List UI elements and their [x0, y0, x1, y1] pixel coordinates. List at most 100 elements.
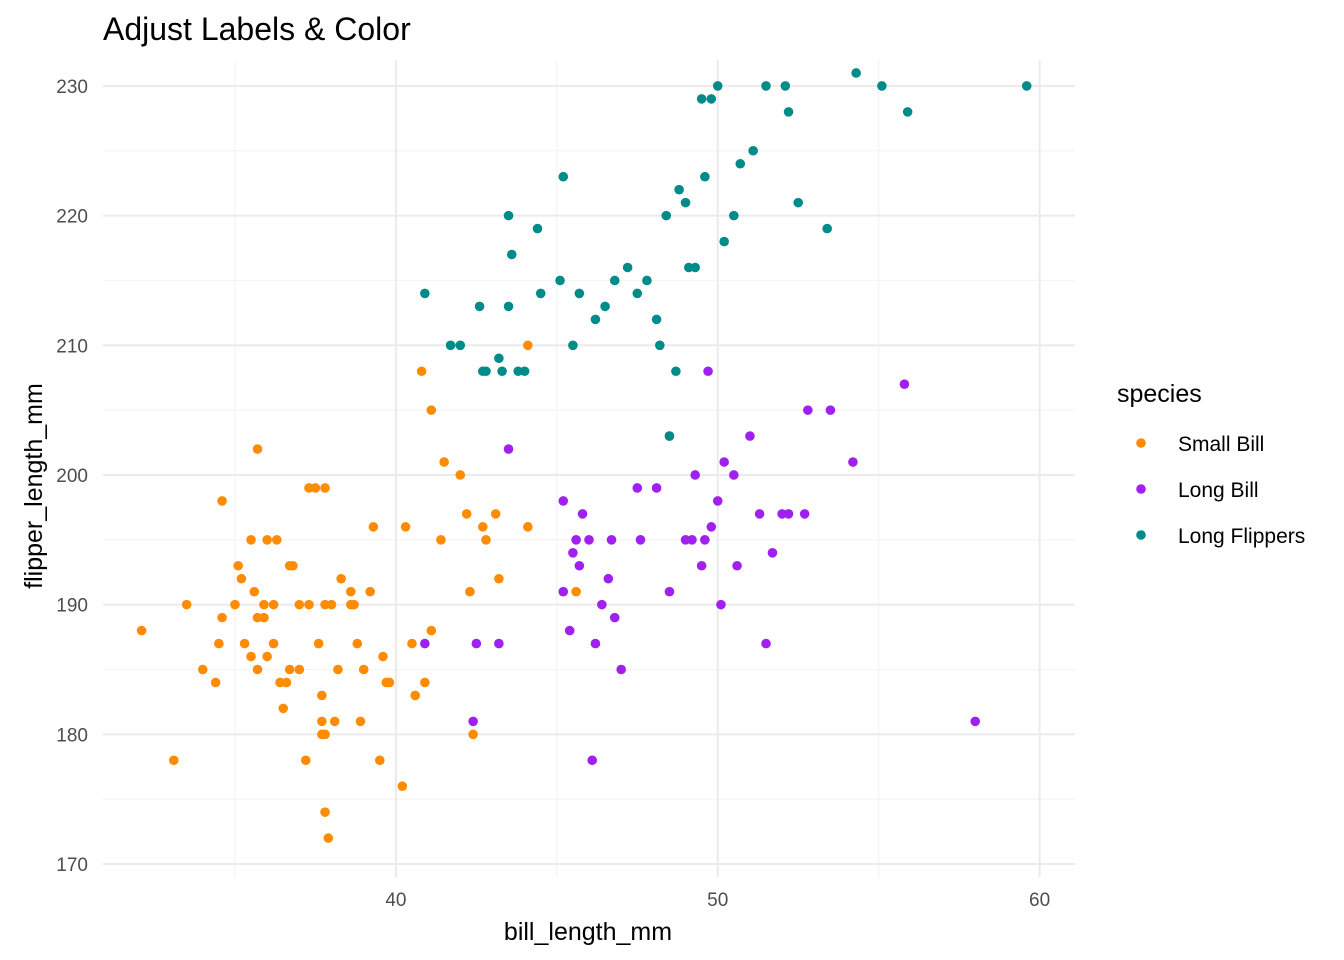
- data-point: [461, 509, 472, 519]
- data-point: [603, 573, 614, 584]
- data-point: [780, 81, 791, 91]
- data-point: [246, 651, 256, 662]
- data-point: [410, 690, 420, 701]
- data-point: [642, 275, 652, 286]
- data-point: [374, 755, 385, 766]
- data-point: [481, 366, 491, 377]
- y-tick-label: 220: [56, 207, 88, 228]
- y-tick-label: 180: [56, 725, 88, 746]
- data-point: [336, 573, 346, 584]
- data-point: [503, 444, 514, 454]
- data-point: [136, 625, 147, 636]
- data-point: [445, 340, 456, 351]
- data-point: [304, 599, 314, 610]
- legend: species Small Bill Long Bill Long Flippers: [1117, 380, 1305, 548]
- legend-label: Small Bill: [1178, 433, 1264, 456]
- data-point: [246, 535, 256, 545]
- data-point: [568, 547, 578, 558]
- y-axis-ticks: 170 180 190 200 210 220 230: [56, 77, 88, 876]
- data-point: [317, 716, 327, 727]
- data-point: [268, 638, 279, 649]
- data-point: [420, 677, 430, 688]
- data-point: [420, 288, 430, 299]
- data-point: [754, 509, 765, 519]
- data-point: [288, 560, 298, 571]
- data-point: [477, 522, 488, 532]
- data-point: [590, 314, 601, 325]
- data-point: [664, 586, 675, 597]
- data-point: [732, 560, 742, 571]
- data-point: [252, 444, 263, 454]
- legend-label: Long Flippers: [1178, 525, 1305, 548]
- data-point: [609, 612, 620, 623]
- data-point: [571, 586, 581, 597]
- data-point: [272, 535, 282, 545]
- data-point: [217, 496, 227, 506]
- data-point: [310, 483, 321, 493]
- data-point: [783, 509, 794, 519]
- data-point: [712, 496, 723, 506]
- data-point: [503, 301, 514, 312]
- data-point: [436, 535, 446, 545]
- y-tick-label: 230: [56, 77, 88, 98]
- data-point: [600, 301, 610, 312]
- x-axis-label: bill_length_mm: [504, 918, 672, 946]
- data-point: [313, 638, 324, 649]
- data-point: [680, 197, 691, 208]
- data-point: [323, 833, 334, 843]
- data-point: [249, 586, 260, 597]
- data-point: [506, 249, 517, 260]
- y-tick-label: 210: [56, 336, 88, 357]
- data-point: [233, 560, 243, 571]
- data-point: [503, 210, 514, 221]
- data-point: [535, 288, 546, 299]
- data-point: [326, 599, 337, 610]
- data-point: [368, 522, 379, 532]
- data-point: [571, 535, 581, 545]
- data-point: [320, 807, 330, 817]
- data-point: [616, 664, 626, 675]
- data-point: [851, 68, 861, 78]
- data-point: [378, 651, 388, 662]
- data-point: [899, 379, 910, 390]
- data-point: [365, 586, 375, 597]
- data-point: [497, 366, 507, 377]
- data-point: [214, 638, 224, 649]
- data-point: [622, 262, 633, 273]
- x-tick-label: 50: [707, 890, 728, 911]
- data-point: [352, 638, 363, 649]
- data-point: [532, 223, 543, 234]
- data-point: [690, 262, 701, 273]
- data-point: [294, 664, 305, 675]
- data-point: [584, 535, 594, 545]
- data-point: [696, 560, 707, 571]
- data-point: [320, 729, 330, 740]
- data-point: [346, 586, 356, 597]
- data-point: [239, 638, 250, 649]
- data-point: [259, 599, 269, 610]
- data-point: [632, 288, 643, 299]
- data-point: [735, 158, 746, 169]
- data-points: [136, 68, 1032, 843]
- data-point: [793, 197, 804, 208]
- data-point: [523, 522, 533, 532]
- data-point: [558, 496, 569, 506]
- data-point: [568, 340, 578, 351]
- data-point: [465, 586, 475, 597]
- data-point: [358, 664, 369, 675]
- data-point: [320, 483, 330, 493]
- data-point: [384, 677, 395, 688]
- data-point: [803, 405, 813, 415]
- data-point: [632, 483, 643, 493]
- data-point: [439, 457, 449, 467]
- legend-key: [1136, 530, 1146, 540]
- data-point: [329, 716, 340, 727]
- data-point: [655, 340, 665, 351]
- data-point: [606, 535, 617, 545]
- data-point: [490, 509, 501, 519]
- data-point: [664, 431, 675, 441]
- data-point: [494, 353, 504, 364]
- x-axis-ticks: 40 50 60: [385, 890, 1050, 911]
- data-point: [494, 638, 504, 649]
- data-point: [268, 599, 279, 610]
